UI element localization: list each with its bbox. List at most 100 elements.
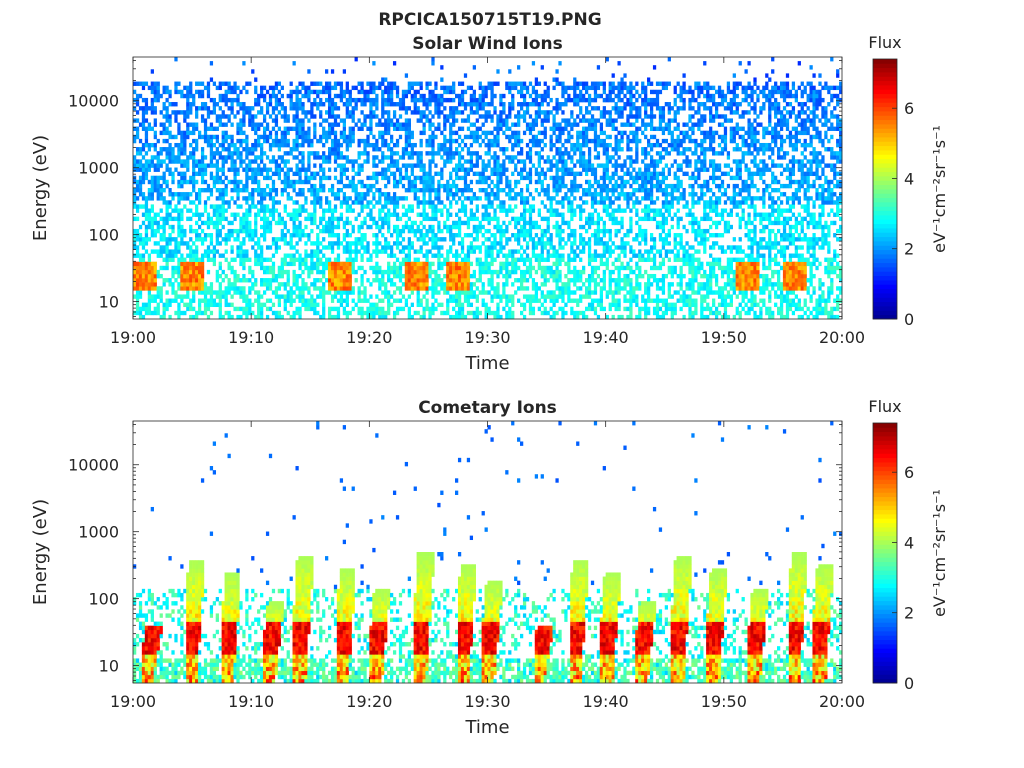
heatmap-cell	[171, 175, 175, 181]
heatmap-cell	[457, 151, 462, 156]
heatmap-cell	[490, 138, 494, 144]
heatmap-cell	[192, 249, 196, 254]
heatmap-cell	[189, 282, 193, 287]
heatmap-cell	[215, 228, 219, 234]
heatmap-cell	[156, 212, 160, 217]
heatmap-cell	[251, 200, 255, 205]
heatmap-cell	[466, 167, 471, 172]
heatmap-cell	[301, 179, 305, 185]
heatmap-cell	[183, 175, 187, 181]
heatmap-cell	[171, 196, 175, 201]
heatmap-cell	[534, 286, 539, 291]
heatmap-cell	[525, 151, 530, 156]
heatmap-cell	[537, 102, 541, 107]
heatmap-cell	[375, 93, 379, 99]
heatmap-cell	[460, 290, 465, 295]
heatmap-cell	[564, 192, 568, 197]
heatmap-cell	[546, 192, 550, 197]
heatmap-cell	[407, 253, 411, 258]
heatmap-cell	[508, 138, 512, 144]
heatmap-cell	[307, 269, 311, 275]
heatmap-cell	[425, 171, 429, 177]
heatmap-cell	[404, 73, 409, 78]
heatmap-cell	[271, 269, 276, 275]
heatmap-cell	[268, 134, 273, 140]
heatmap-cell	[428, 192, 432, 197]
heatmap-cell	[469, 97, 474, 103]
heatmap-cell	[410, 134, 414, 140]
heatmap-cell	[555, 249, 559, 254]
heatmap-cell	[496, 171, 500, 177]
heatmap-cell	[472, 151, 476, 156]
heatmap-cell	[490, 261, 494, 267]
heatmap-cell	[570, 306, 574, 312]
heatmap-cell	[271, 278, 276, 283]
heatmap-cell	[369, 224, 373, 230]
heatmap-cell	[224, 249, 228, 254]
heatmap-cell	[543, 306, 547, 312]
heatmap-cell	[493, 93, 497, 99]
heatmap-cell	[372, 183, 376, 189]
heatmap-cell	[345, 282, 349, 287]
heatmap-cell	[404, 224, 409, 230]
heatmap-cell	[224, 208, 228, 213]
heatmap-cell	[387, 163, 391, 168]
heatmap-cell	[555, 310, 559, 316]
heatmap-cell	[135, 93, 140, 99]
heatmap-cell	[496, 204, 500, 209]
heatmap-cell	[245, 142, 249, 148]
heatmap-cell	[481, 241, 485, 246]
heatmap-cell	[422, 102, 426, 107]
heatmap-cell	[555, 171, 559, 177]
heatmap-cell	[230, 245, 234, 250]
heatmap-cell	[268, 212, 273, 217]
heatmap-cell	[236, 290, 240, 295]
heatmap-cell	[381, 298, 385, 303]
heatmap-cell	[262, 130, 267, 136]
heatmap-cell	[336, 151, 341, 156]
heatmap-cell	[203, 286, 208, 291]
heatmap-cell	[384, 138, 388, 144]
heatmap-cell	[218, 196, 222, 201]
heatmap-cell	[274, 159, 279, 164]
heatmap-cell	[410, 147, 414, 152]
heatmap-cell	[564, 273, 568, 279]
heatmap-cell	[310, 142, 314, 148]
heatmap-cell	[289, 257, 293, 262]
heatmap-cell	[511, 314, 515, 320]
heatmap-cell	[310, 183, 314, 189]
heatmap-cell	[384, 97, 388, 103]
heatmap-cell	[431, 237, 435, 242]
heatmap-cell	[390, 233, 394, 238]
heatmap-cell	[558, 106, 562, 111]
heatmap-cell	[525, 196, 530, 201]
heatmap-cell	[301, 126, 305, 131]
heatmap-cell	[327, 130, 332, 136]
heatmap-cell	[552, 310, 556, 316]
heatmap-cell	[528, 130, 533, 136]
heatmap-cell	[446, 302, 450, 308]
heatmap-cell	[499, 294, 503, 299]
heatmap-cell	[307, 118, 311, 123]
heatmap-cell	[174, 310, 178, 316]
heatmap-cell	[159, 245, 163, 250]
heatmap-cell	[460, 245, 465, 250]
heatmap-cell	[242, 286, 246, 291]
heatmap-cell	[197, 171, 202, 177]
heatmap-cell	[457, 253, 462, 258]
heatmap-cell	[351, 208, 355, 213]
heatmap-cell	[357, 126, 361, 131]
heatmap-cell	[260, 302, 264, 308]
heatmap-cell	[493, 192, 497, 197]
heatmap-cell	[472, 134, 476, 140]
heatmap-cell	[295, 106, 299, 111]
heatmap-cell	[366, 278, 370, 283]
heatmap-cell	[534, 269, 539, 275]
heatmap-cell	[463, 253, 468, 258]
heatmap-cell	[265, 167, 270, 172]
heatmap-cell	[407, 306, 411, 312]
heatmap-cell	[546, 241, 550, 246]
heatmap-cell	[552, 175, 556, 181]
heatmap-cell	[499, 204, 503, 209]
heatmap-cell	[168, 257, 172, 262]
